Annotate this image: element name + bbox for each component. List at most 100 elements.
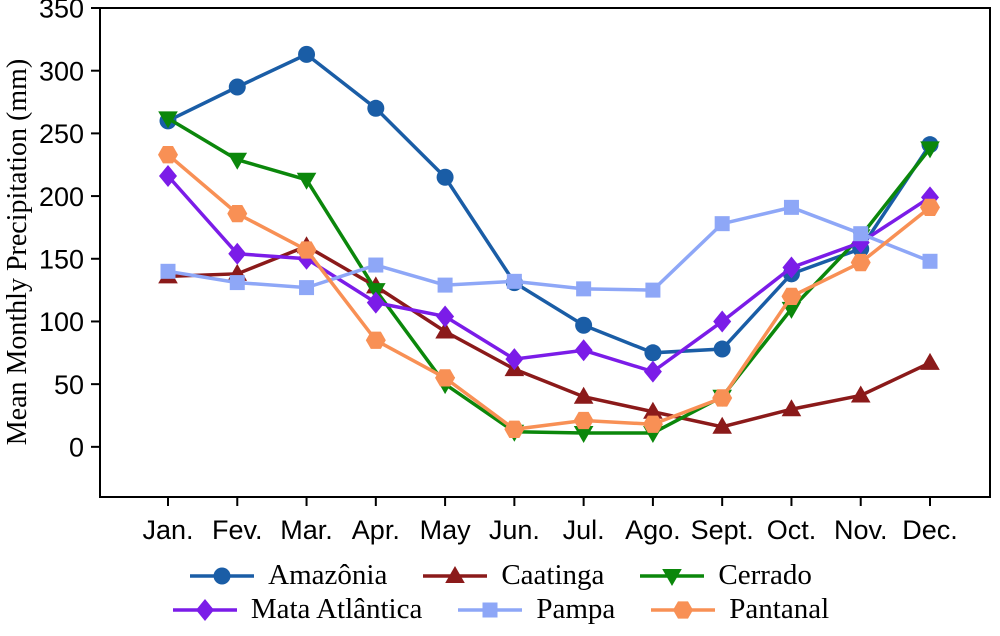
y-tick-label: 200 xyxy=(39,182,84,212)
data-point-pampa-sept- xyxy=(714,216,730,232)
plot-frame-box xyxy=(99,7,991,498)
y-tick-label: 300 xyxy=(39,56,84,86)
data-point-pampa-jul- xyxy=(576,281,592,297)
series-line-caatinga xyxy=(167,244,931,429)
legend-row-1: Amazônia Caatinga Cerrado xyxy=(188,559,812,592)
legend-marker-pampa xyxy=(482,602,498,618)
series-cerrado xyxy=(158,111,940,444)
data-point-pampa-jun- xyxy=(506,273,522,289)
pantanal-line-hexagon-icon xyxy=(651,601,716,619)
x-tick-label-dec-: Dec. xyxy=(902,515,958,545)
data-point-amazonia-jul- xyxy=(575,316,593,334)
data-point-mata-atlantica-sept- xyxy=(713,310,732,333)
data-point-mata-atlantica-may xyxy=(436,305,455,328)
legend-label-cerrado: Cerrado xyxy=(718,559,812,591)
data-point-cerrado-jul- xyxy=(573,426,594,444)
series-line-cerrado xyxy=(167,116,932,435)
caatinga-line-triangle-icon xyxy=(423,565,488,583)
x-tick-label-oct-: Oct. xyxy=(767,515,817,545)
x-tick-label-fev-: Fev. xyxy=(212,515,263,545)
pampa-line-square-icon xyxy=(458,602,523,618)
data-point-cerrado-mar- xyxy=(296,172,317,190)
legend-label-pampa: Pampa xyxy=(536,592,616,625)
data-point-amazonia-may xyxy=(436,168,454,186)
data-point-pantanal-oct- xyxy=(781,287,802,306)
data-point-pampa-oct- xyxy=(783,199,799,215)
x-tick-label-ago-: Ago. xyxy=(625,515,681,545)
data-point-amazonia-ago- xyxy=(644,344,662,362)
data-point-pantanal-may xyxy=(435,369,456,387)
legend-marker-amazonia xyxy=(213,567,231,585)
x-tick-label-apr-: Apr. xyxy=(352,515,400,545)
plot-frame xyxy=(99,7,991,498)
data-point-amazonia-sept- xyxy=(713,340,731,358)
series-amazonia xyxy=(159,45,939,362)
amazonia-line-circle-icon xyxy=(190,567,255,585)
data-point-pampa-nov- xyxy=(853,226,869,242)
data-point-mata-atlantica-oct- xyxy=(782,256,801,279)
x-tick-label-jul-: Jul. xyxy=(563,515,605,545)
data-point-pampa-apr- xyxy=(368,257,384,273)
legend-marker-pantanal xyxy=(673,601,694,619)
data-point-caatinga-jul- xyxy=(573,386,594,404)
x-tick-label-sept-: Sept. xyxy=(691,515,754,545)
data-point-pantanal-mar- xyxy=(296,241,317,259)
data-point-caatinga-may xyxy=(435,321,455,339)
cerrado-line-triangle-down-icon xyxy=(640,568,705,586)
data-point-pampa-mar- xyxy=(299,280,315,296)
series-pantanal xyxy=(158,146,940,438)
legend-marker-cerrado xyxy=(662,568,683,586)
data-point-pampa-jan- xyxy=(160,263,176,279)
x-tick-label-jan-: Jan. xyxy=(142,515,193,545)
data-point-cerrado-apr- xyxy=(366,283,386,301)
data-point-caatinga-sept- xyxy=(712,416,732,434)
data-point-caatinga-oct- xyxy=(781,399,802,417)
data-point-pantanal-sept- xyxy=(712,389,733,407)
legend-item-amazonia: Amazônia xyxy=(188,559,388,592)
data-point-mata-atlantica-ago- xyxy=(643,360,662,383)
data-point-pantanal-ago- xyxy=(642,415,663,433)
legend-label-mata-atlantica: Mata Atlântica xyxy=(250,592,423,625)
data-point-pantanal-dec- xyxy=(920,198,940,217)
x-tick-label-may: May xyxy=(420,515,472,545)
legend-row-2: Mata Atlântica Pampa Pantanal xyxy=(171,592,829,626)
data-point-pampa-fev- xyxy=(229,275,245,291)
legend-item-pampa: Pampa xyxy=(456,592,616,626)
y-tick-label: 150 xyxy=(39,244,84,274)
legend-label-amazonia: Amazônia xyxy=(268,559,388,591)
data-point-caatinga-dec- xyxy=(920,352,940,370)
data-point-pantanal-jul- xyxy=(573,411,594,430)
y-tick-label: 50 xyxy=(54,370,84,400)
legend-item-pantanal: Pantanal xyxy=(649,593,829,626)
data-point-caatinga-nov- xyxy=(850,385,871,403)
chart-legend: Amazônia Caatinga Cerrado Mata Atlântica… xyxy=(0,559,1000,626)
axis-ticks-and-labels: 0 50 100 150 200 250 300 350 Jan. Fev. Mar. Apr. May… xyxy=(39,0,958,545)
series-layer xyxy=(158,45,940,444)
series-line-amazonia xyxy=(167,52,932,355)
series-line-pampa xyxy=(167,205,931,292)
data-point-pampa-dec- xyxy=(922,253,938,269)
data-point-mata-atlantica-fev- xyxy=(228,242,247,265)
data-point-cerrado-fev- xyxy=(227,152,248,170)
y-axis-title: Mean Monthly Precipitation (mm) xyxy=(2,59,33,446)
y-tick-label: 350 xyxy=(39,0,84,24)
data-point-pampa-may xyxy=(437,277,453,293)
x-tick-label-jun-: Jun. xyxy=(489,515,540,545)
data-point-pantanal-apr- xyxy=(365,331,386,349)
data-point-cerrado-jan- xyxy=(158,111,178,129)
data-point-cerrado-dec- xyxy=(920,141,940,159)
data-point-amazonia-mar- xyxy=(298,45,316,63)
data-point-pantanal-jun- xyxy=(504,420,525,438)
data-point-pantanal-nov- xyxy=(850,253,871,272)
data-point-pampa-ago- xyxy=(645,282,661,298)
y-tick-label: 250 xyxy=(39,119,84,149)
series-line-mata-atlantica xyxy=(166,174,931,374)
plot-area: 0 50 100 150 200 250 300 350 Jan. Fev. Mar. Apr. May… xyxy=(2,0,991,545)
legend-item-mata-atlantica: Mata Atlântica xyxy=(171,592,423,626)
data-point-mata-atlantica-jun- xyxy=(505,348,524,371)
y-tick-label: 0 xyxy=(69,433,84,463)
x-tick-label-mar-: Mar. xyxy=(280,515,333,545)
series-mata-atlantica xyxy=(159,165,939,383)
data-point-pantanal-jan- xyxy=(158,146,178,164)
